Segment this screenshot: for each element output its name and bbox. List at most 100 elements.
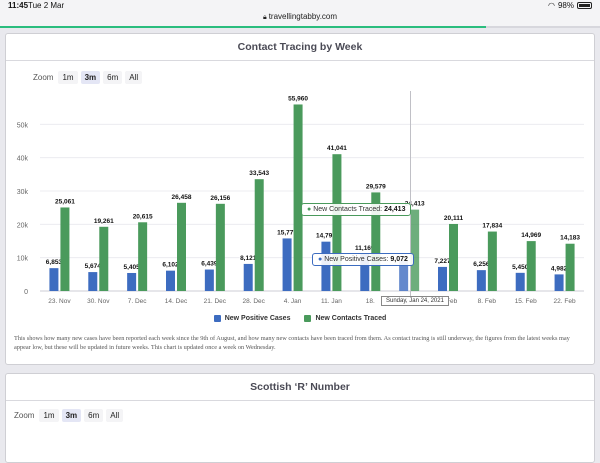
- chart-description: This shows how many new cases have been …: [14, 335, 570, 351]
- bar-contacts-traced: [565, 243, 575, 291]
- zoom-3m-button[interactable]: 3m: [61, 409, 82, 422]
- data-label: 14,799: [316, 233, 336, 240]
- data-label: 14,183: [560, 235, 580, 242]
- tooltip-cases-dot: ●: [318, 256, 323, 263]
- zoom-all-button[interactable]: All: [106, 409, 124, 422]
- bar-positive-cases: [204, 269, 214, 291]
- chart-legend: New Positive Cases New Contacts Traced: [6, 315, 594, 322]
- data-label: 6,439: [201, 261, 218, 268]
- x-tick-label: 11. Jan: [321, 298, 342, 305]
- x-tick-label: 14. Dec: [165, 298, 188, 305]
- zoom-6m-button[interactable]: 6m: [84, 409, 104, 422]
- data-label: 41,041: [327, 145, 347, 152]
- bar-positive-cases: [282, 238, 292, 291]
- status-right: ◠ 98%: [548, 1, 592, 10]
- tooltip-cases-value: 9,072: [390, 256, 408, 263]
- battery-percent: 98%: [557, 1, 574, 10]
- bar-positive-cases: [399, 260, 409, 291]
- bar-positive-cases: [166, 270, 175, 291]
- bar-contacts-traced: [410, 209, 420, 291]
- x-tick-label: 8. Feb: [478, 298, 497, 305]
- y-tick-label: 30k: [17, 189, 29, 196]
- data-label: 5,674: [85, 263, 102, 270]
- zoom-all-button[interactable]: All: [125, 71, 143, 84]
- zoom-1m-button[interactable]: 1m: [39, 409, 59, 422]
- data-label: 26,458: [172, 194, 192, 201]
- bar-positive-cases: [127, 272, 137, 291]
- bar-positive-cases: [438, 266, 447, 291]
- bar-contacts-traced: [215, 203, 225, 291]
- zoom-3m-button[interactable]: 3m: [80, 71, 101, 84]
- tooltip-contacts-value: 24,413: [384, 206, 406, 213]
- y-tick-label: 50k: [17, 122, 29, 129]
- data-label: 24,413: [405, 201, 425, 208]
- data-label: 6,102: [162, 262, 179, 269]
- data-label: 33,543: [249, 170, 269, 177]
- lock-icon: 🔒︎: [262, 14, 267, 21]
- legend-item-contacts[interactable]: New Contacts Traced: [304, 315, 386, 322]
- bar-contacts-traced: [60, 207, 70, 291]
- bar-positive-cases: [88, 272, 98, 291]
- bar-contacts-traced: [487, 231, 497, 291]
- url-bar[interactable]: 🔒︎ travellingtabby.com: [0, 12, 600, 26]
- status-time: 11:45: [8, 1, 29, 10]
- zoom-label: Zoom: [33, 73, 54, 82]
- page-load-progress: [0, 26, 600, 28]
- x-tick-label: 28. Dec: [243, 298, 266, 305]
- x-tick-label: 30. Nov: [87, 298, 110, 305]
- data-label: 29,579: [366, 183, 386, 190]
- x-tick-label: 21. Dec: [204, 298, 227, 305]
- data-label: 5,405: [124, 264, 141, 271]
- bar-contacts-traced: [449, 223, 458, 291]
- progress-fill: [0, 26, 486, 28]
- y-tick-label: 10k: [17, 256, 29, 263]
- status-date: Tue 2 Mar: [28, 1, 65, 10]
- legend-label-contacts: New Contacts Traced: [315, 315, 387, 322]
- bar-positive-cases: [360, 253, 370, 291]
- bar-contacts-traced: [332, 154, 342, 291]
- x-tick-label: 7. Dec: [128, 298, 148, 305]
- r-number-card: Scottish ‘R’ Number Zoom 1m 3m 6m All: [5, 373, 595, 463]
- data-label: 6,853: [46, 259, 63, 266]
- x-tick-label: 23. Nov: [48, 298, 71, 305]
- tooltip-contacts: ● New Contacts Traced: 24,413: [301, 203, 412, 216]
- legend-swatch-contacts: [304, 315, 312, 322]
- zoom-label: Zoom: [14, 411, 35, 420]
- tooltip-cases-label: New Positive Cases:: [324, 256, 389, 263]
- x-tick-label: 15. Feb: [515, 298, 537, 305]
- tooltip-contacts-dot: ●: [307, 206, 312, 213]
- bar-positive-cases: [515, 272, 525, 291]
- contact-tracing-card: Contact Tracing by Week Zoom 1m 3m 6m Al…: [5, 33, 595, 365]
- data-label: 4,982: [551, 265, 568, 272]
- contact-tracing-chart[interactable]: 0 10k 20k 30k 40k 50k 23. Nov 6,853 25,061 30. No…: [6, 34, 594, 314]
- legend-label-cases: New Positive Cases: [224, 315, 291, 322]
- bar-positive-cases: [554, 274, 564, 291]
- bar-contacts-traced: [138, 222, 148, 291]
- data-label: 25,061: [55, 198, 75, 205]
- data-label: 26,156: [210, 195, 230, 202]
- x-axis-tooltip: Sunday, Jan 24, 2021: [381, 296, 449, 306]
- x-tick-label: 18.: [366, 298, 375, 305]
- data-label: 14,969: [521, 232, 541, 239]
- legend-swatch-cases: [213, 315, 221, 322]
- zoom-control: Zoom 1m 3m 6m All: [14, 409, 126, 422]
- data-label: 6,256: [473, 261, 490, 268]
- x-tick-label: 4. Jan: [284, 298, 302, 305]
- legend-item-cases[interactable]: New Positive Cases: [213, 315, 291, 322]
- data-label: 19,261: [94, 218, 114, 225]
- bar-positive-cases: [49, 268, 59, 291]
- data-label: 20,615: [133, 213, 153, 220]
- x-tick-label: 22. Feb: [554, 298, 576, 305]
- bar-contacts-traced: [99, 226, 109, 291]
- y-tick-label: 20k: [17, 222, 29, 229]
- data-label: 5,450: [512, 264, 529, 271]
- bar-contacts-traced: [526, 241, 536, 291]
- zoom-6m-button[interactable]: 6m: [103, 71, 123, 84]
- status-bar: 11:45 Tue 2 Mar ◠ 98%: [0, 0, 600, 12]
- bar-contacts-traced: [371, 192, 381, 291]
- data-label: 17,834: [482, 223, 502, 230]
- y-tick-label: 0: [24, 289, 28, 296]
- zoom-1m-button[interactable]: 1m: [58, 71, 78, 84]
- tooltip-cases: ● New Positive Cases: 9,072: [312, 253, 414, 266]
- data-label: 55,960: [288, 95, 308, 102]
